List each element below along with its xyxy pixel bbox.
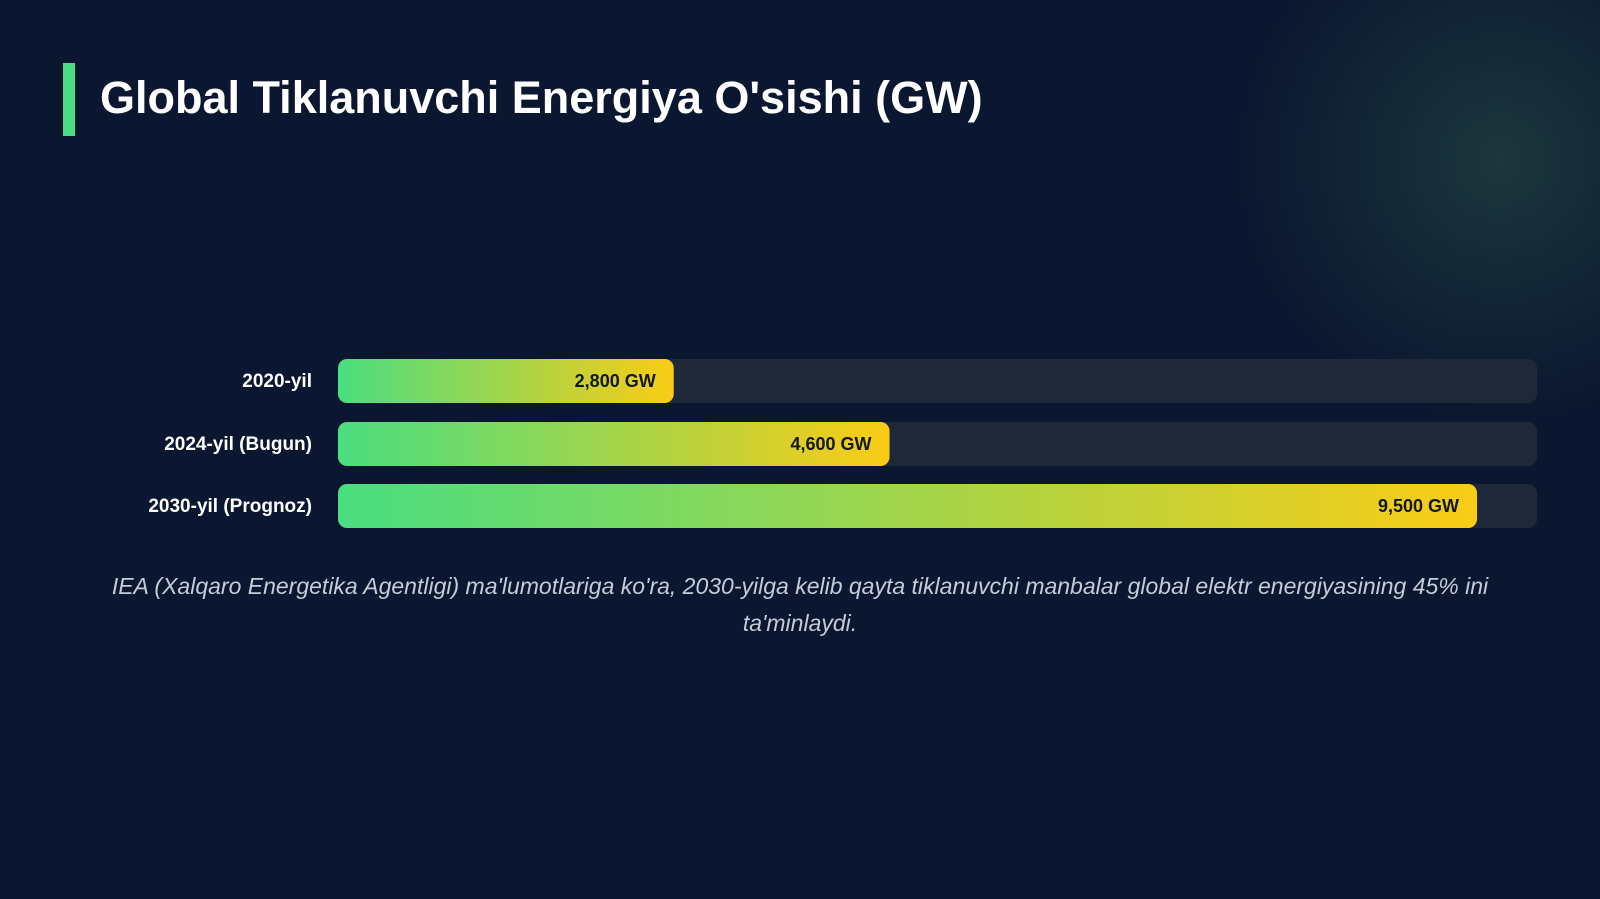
title-accent [63, 63, 75, 136]
value-label: 4,600 GW [790, 434, 871, 454]
bar [338, 484, 1478, 528]
category-label: 2024-yil (Bugun) [164, 434, 312, 455]
footnote: IEA (Xalqaro Energetika Agentligi) ma'lu… [111, 573, 1489, 636]
bar [338, 422, 890, 466]
category-label: 2030-yil (Prognoz) [148, 496, 312, 517]
bar [338, 359, 674, 403]
value-label: 2,800 GW [575, 371, 656, 391]
value-label: 9,500 GW [1378, 496, 1459, 516]
chart-title: Global Tiklanuvchi Energiya O'sishi (GW) [100, 72, 983, 123]
category-label: 2020-yil [242, 371, 312, 392]
